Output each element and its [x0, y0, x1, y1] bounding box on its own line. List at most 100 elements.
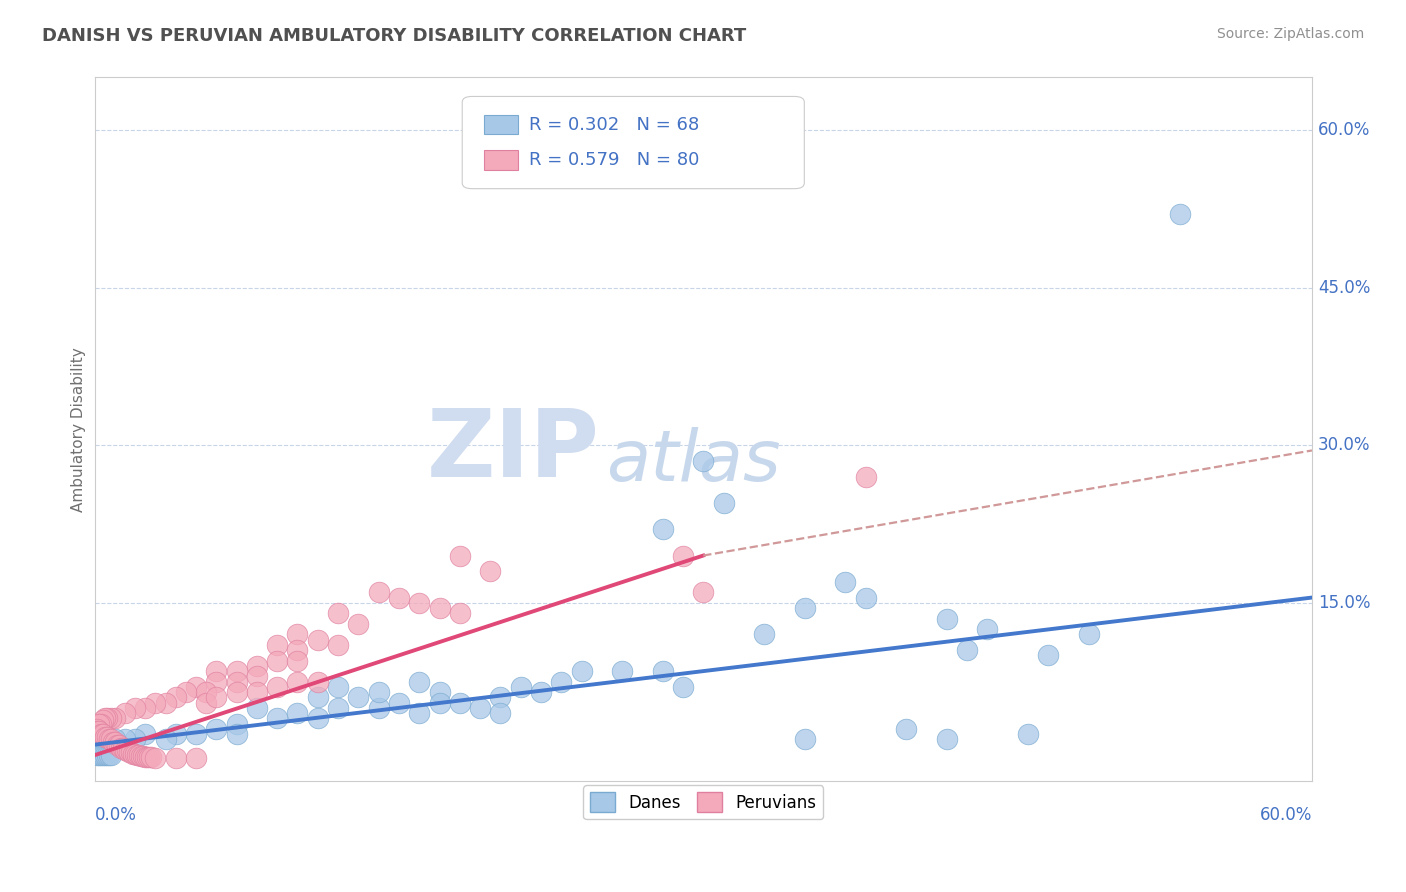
Point [141, 750, 163, 764]
Text: R = 0.302   N = 68: R = 0.302 N = 68 [529, 116, 699, 134]
Point [124, 701, 146, 715]
Point [134, 701, 156, 715]
Point [672, 680, 695, 694]
Point [479, 564, 502, 578]
Point [287, 643, 309, 657]
Point [672, 549, 695, 563]
Point [104, 711, 127, 725]
Point [367, 585, 389, 599]
Point [713, 496, 735, 510]
Point [91, 748, 114, 763]
Point [935, 732, 957, 747]
Text: 60.0%: 60.0% [1317, 121, 1371, 139]
Point [205, 722, 228, 736]
Point [114, 706, 136, 720]
Point [408, 706, 430, 720]
Point [225, 727, 247, 741]
Y-axis label: Ambulatory Disability: Ambulatory Disability [72, 347, 86, 512]
Point [127, 748, 149, 763]
Point [118, 745, 141, 759]
Point [87, 743, 110, 757]
Point [489, 706, 512, 720]
Text: 30.0%: 30.0% [1317, 436, 1371, 454]
Point [87, 716, 110, 731]
Point [205, 664, 228, 678]
Point [935, 611, 957, 625]
Point [184, 727, 207, 741]
Point [976, 622, 998, 636]
Point [93, 731, 115, 745]
Point [388, 696, 411, 710]
Point [752, 627, 775, 641]
Point [429, 685, 451, 699]
Point [489, 690, 512, 705]
Text: DANISH VS PERUVIAN AMBULATORY DISABILITY CORRELATION CHART: DANISH VS PERUVIAN AMBULATORY DISABILITY… [42, 27, 747, 45]
Point [326, 607, 349, 621]
Point [145, 751, 167, 765]
Point [122, 747, 145, 761]
Point [184, 680, 207, 694]
Point [1168, 207, 1191, 221]
Point [571, 664, 593, 678]
Point [134, 750, 156, 764]
Point [388, 591, 411, 605]
Point [367, 685, 389, 699]
Point [114, 743, 136, 757]
Point [326, 638, 349, 652]
Text: 60.0%: 60.0% [1260, 806, 1312, 824]
Point [96, 738, 118, 752]
Point [530, 685, 553, 699]
Point [225, 685, 247, 699]
Point [110, 740, 132, 755]
Text: 45.0%: 45.0% [1317, 278, 1371, 296]
Point [100, 738, 122, 752]
Point [138, 750, 160, 764]
Point [195, 696, 218, 710]
Point [793, 732, 815, 747]
Point [104, 732, 127, 747]
Point [128, 748, 150, 763]
Point [114, 732, 136, 747]
Point [651, 664, 673, 678]
Point [155, 732, 177, 747]
Point [651, 522, 673, 536]
Point [100, 732, 122, 747]
Point [266, 711, 288, 725]
Point [87, 748, 110, 763]
Point [90, 748, 112, 763]
Point [408, 596, 430, 610]
Point [86, 748, 108, 763]
Point [93, 732, 115, 747]
Point [326, 680, 349, 694]
Point [205, 690, 228, 705]
Point [307, 674, 329, 689]
FancyBboxPatch shape [484, 115, 519, 135]
Point [105, 738, 128, 752]
Point [449, 549, 471, 563]
Point [111, 740, 134, 755]
Point [97, 732, 120, 747]
Point [307, 690, 329, 705]
Point [101, 734, 124, 748]
Point [174, 685, 197, 699]
Point [855, 469, 877, 483]
FancyBboxPatch shape [463, 96, 804, 189]
Point [610, 664, 633, 678]
Point [87, 724, 110, 739]
Point [86, 724, 108, 739]
Point [692, 454, 714, 468]
Point [287, 674, 309, 689]
Point [155, 696, 177, 710]
Point [205, 674, 228, 689]
Point [793, 601, 815, 615]
Text: 0.0%: 0.0% [94, 806, 136, 824]
Point [96, 748, 118, 763]
Point [246, 658, 269, 673]
Point [225, 674, 247, 689]
Point [129, 749, 152, 764]
Point [246, 701, 269, 715]
Point [287, 706, 309, 720]
Point [1038, 648, 1060, 663]
Point [91, 714, 114, 728]
Text: atlas: atlas [606, 426, 780, 496]
